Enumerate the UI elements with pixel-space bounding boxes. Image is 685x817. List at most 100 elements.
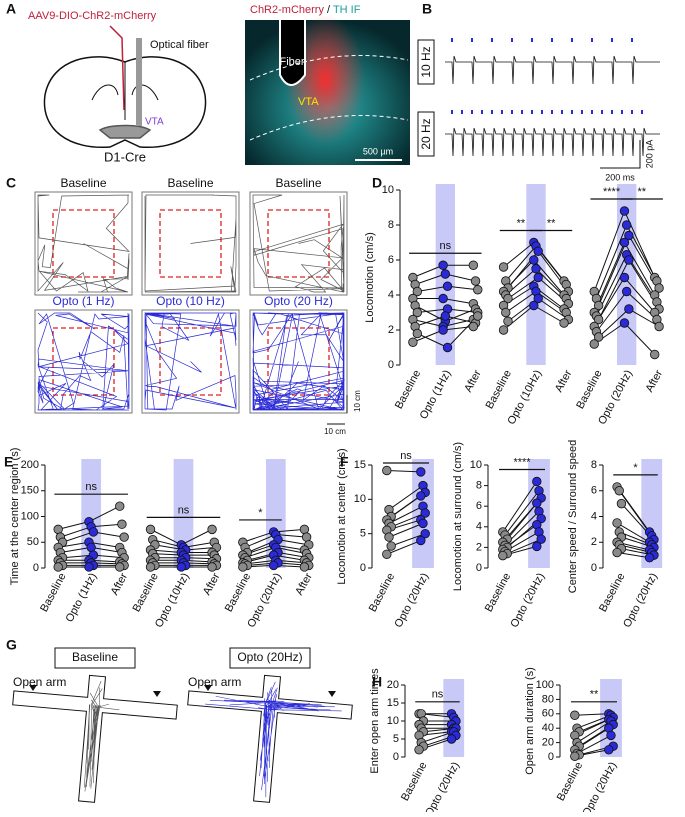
pair-line — [62, 554, 94, 559]
maze-title: Opto (20Hz) — [237, 650, 302, 664]
y-tick-label: 0 — [548, 751, 554, 763]
sig-label: * — [633, 462, 638, 474]
data-point — [414, 745, 424, 755]
pair-line — [598, 235, 630, 306]
pair-line — [417, 285, 448, 292]
pair-line — [417, 308, 448, 313]
pair-line — [443, 319, 474, 327]
y-tick-label: 4 — [591, 510, 597, 522]
data-point — [654, 283, 664, 293]
data-point — [503, 316, 513, 326]
trajectory — [252, 312, 346, 411]
data-point — [207, 562, 217, 572]
pair-line — [616, 552, 650, 559]
pair-line — [414, 315, 446, 327]
panel-letter: H — [372, 674, 382, 690]
x-tick-label: Opto (1Hz) — [64, 571, 100, 624]
y-tick-label: 50 — [27, 536, 39, 548]
data-point — [593, 332, 604, 342]
data-point — [470, 276, 481, 286]
pair-line — [412, 329, 444, 343]
fiber-track — [279, 20, 306, 86]
x-tick-label: Baseline — [367, 571, 397, 614]
fiber-label: Optical fiber — [150, 39, 209, 51]
data-point — [408, 337, 418, 347]
data-point — [533, 293, 543, 304]
data-point — [604, 745, 614, 755]
x-tick-label: After — [201, 571, 223, 597]
data-point — [420, 528, 430, 539]
data-point — [438, 293, 448, 304]
data-point — [593, 314, 604, 325]
arrow — [328, 691, 336, 697]
trajectory — [205, 681, 342, 798]
arena-title: Baseline — [60, 176, 106, 190]
y-tick-label: 100 — [21, 510, 39, 522]
pair-line — [618, 490, 653, 537]
pair-line — [505, 291, 537, 313]
data-point — [438, 325, 448, 335]
data-point — [529, 255, 539, 265]
x-tick-label: Opto (20Hz) — [392, 571, 431, 630]
arm-label: Open arm — [13, 675, 66, 689]
sig-label: ** — [517, 217, 526, 229]
x-tick-label: After — [553, 368, 575, 394]
pair-line — [596, 291, 628, 333]
y-tick-label: 5 — [360, 528, 366, 540]
pair-line — [242, 531, 274, 543]
pair-line — [60, 546, 92, 554]
maze — [187, 674, 353, 803]
arena-title: Opto (20 Hz) — [264, 294, 333, 308]
data-point — [649, 349, 660, 360]
boundary — [249, 55, 409, 141]
sig-label: ns — [400, 450, 412, 462]
y-tick-label: 0 — [360, 562, 366, 574]
scale-label: 10 cm — [324, 427, 346, 436]
data-point — [468, 260, 479, 270]
y-axis-label: Center speed / Surround speed — [567, 440, 579, 594]
arena-title: Baseline — [167, 176, 213, 190]
arrow — [204, 685, 212, 691]
data-point — [416, 491, 426, 501]
y-tick-label: 10 — [382, 184, 394, 196]
y-tick-label: 0 — [476, 562, 482, 574]
data-point — [614, 486, 624, 496]
data-point — [420, 508, 430, 518]
data-point — [619, 237, 630, 248]
pair-line — [391, 533, 426, 547]
y-tick-label: 150 — [21, 485, 39, 497]
pair-line — [598, 259, 630, 320]
data-point — [468, 321, 479, 332]
pair-line — [624, 277, 656, 313]
sig-label: **** — [513, 456, 531, 468]
pair-line — [391, 512, 426, 528]
data-point — [446, 734, 457, 744]
trajectory — [83, 680, 120, 792]
pair-line — [277, 539, 309, 546]
y-tick-label: 8 — [476, 480, 482, 492]
scale-label: 200 pA — [644, 140, 654, 169]
pair-line — [58, 521, 90, 530]
pair-line — [181, 528, 213, 546]
data-point — [416, 467, 426, 477]
y-axis-label: Time at the center region (s) — [9, 448, 21, 586]
x-tick-label: Baseline — [555, 760, 585, 803]
maze-title: Baseline — [72, 650, 118, 664]
pair-line — [275, 534, 307, 538]
data-point — [532, 476, 542, 487]
pair-line — [593, 210, 625, 292]
data-point — [612, 518, 622, 528]
x-tick-label: Baseline — [484, 368, 514, 411]
pair-line — [185, 546, 217, 551]
data-point — [412, 328, 423, 339]
panel-letter: D — [372, 175, 382, 191]
data-point — [589, 339, 599, 349]
x-tick-label: Opto (1Hz) — [418, 368, 454, 421]
data-point — [559, 318, 569, 328]
sig-label: ** — [547, 217, 556, 229]
data-point — [416, 535, 426, 546]
arm-label: Open arm — [188, 675, 241, 689]
y-tick-label: 2 — [591, 536, 597, 548]
x-tick-label: After — [293, 571, 315, 597]
maze-traces: Baseline Open arm Opto (20Hz) Open arm — [12, 647, 353, 803]
